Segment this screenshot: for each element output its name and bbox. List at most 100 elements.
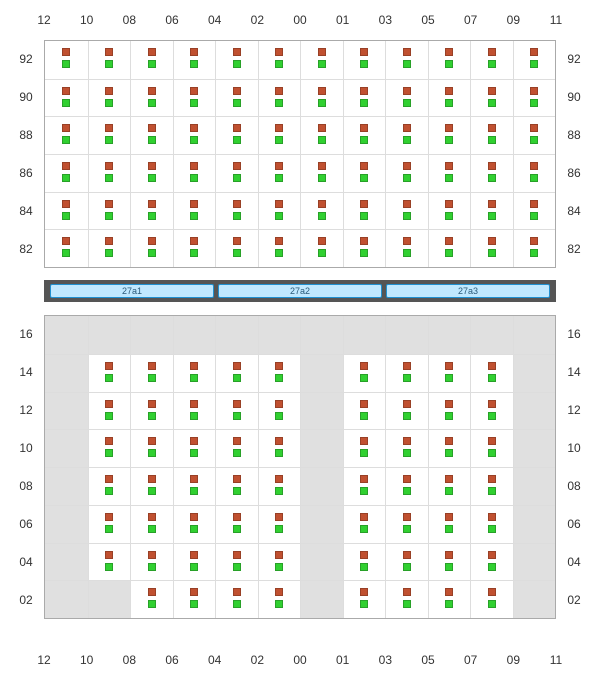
slot-cell[interactable] xyxy=(300,154,343,192)
slot-cell[interactable] xyxy=(428,192,471,230)
slot-cell[interactable] xyxy=(173,543,216,581)
switch-item[interactable]: 27a2 xyxy=(218,284,382,298)
slot-cell[interactable] xyxy=(130,192,173,230)
slot-cell[interactable] xyxy=(173,229,216,267)
slot-cell[interactable] xyxy=(215,429,258,467)
slot-cell[interactable] xyxy=(258,429,301,467)
slot-cell[interactable] xyxy=(45,116,88,154)
slot-cell[interactable] xyxy=(45,229,88,267)
slot-cell[interactable] xyxy=(385,392,428,430)
slot-cell[interactable] xyxy=(173,41,216,79)
slot-cell[interactable] xyxy=(470,429,513,467)
slot-cell[interactable] xyxy=(513,154,556,192)
slot-cell[interactable] xyxy=(88,154,131,192)
slot-cell[interactable] xyxy=(173,467,216,505)
slot-cell[interactable] xyxy=(470,580,513,618)
slot-cell[interactable] xyxy=(513,192,556,230)
slot-cell[interactable] xyxy=(470,354,513,392)
slot-cell[interactable] xyxy=(343,41,386,79)
slot-cell[interactable] xyxy=(215,543,258,581)
slot-cell[interactable] xyxy=(470,392,513,430)
slot-cell[interactable] xyxy=(428,505,471,543)
slot-cell[interactable] xyxy=(470,467,513,505)
slot-cell[interactable] xyxy=(45,41,88,79)
slot-cell[interactable] xyxy=(88,392,131,430)
slot-cell[interactable] xyxy=(343,467,386,505)
slot-cell[interactable] xyxy=(173,79,216,117)
slot-cell[interactable] xyxy=(470,41,513,79)
slot-cell[interactable] xyxy=(385,467,428,505)
slot-cell[interactable] xyxy=(343,505,386,543)
slot-cell[interactable] xyxy=(343,192,386,230)
slot-cell[interactable] xyxy=(215,79,258,117)
slot-cell[interactable] xyxy=(258,505,301,543)
slot-cell[interactable] xyxy=(130,429,173,467)
slot-cell[interactable] xyxy=(513,79,556,117)
slot-cell[interactable] xyxy=(343,429,386,467)
slot-cell[interactable] xyxy=(215,505,258,543)
slot-cell[interactable] xyxy=(385,505,428,543)
slot-cell[interactable] xyxy=(428,580,471,618)
slot-cell[interactable] xyxy=(385,580,428,618)
slot-cell[interactable] xyxy=(215,392,258,430)
slot-cell[interactable] xyxy=(343,229,386,267)
slot-cell[interactable] xyxy=(215,154,258,192)
slot-cell[interactable] xyxy=(130,543,173,581)
slot-cell[interactable] xyxy=(385,41,428,79)
slot-cell[interactable] xyxy=(428,154,471,192)
slot-cell[interactable] xyxy=(343,154,386,192)
slot-cell[interactable] xyxy=(215,192,258,230)
slot-cell[interactable] xyxy=(130,580,173,618)
slot-cell[interactable] xyxy=(300,116,343,154)
slot-cell[interactable] xyxy=(173,580,216,618)
slot-cell[interactable] xyxy=(88,354,131,392)
slot-cell[interactable] xyxy=(258,354,301,392)
slot-cell[interactable] xyxy=(428,543,471,581)
slot-cell[interactable] xyxy=(173,354,216,392)
slot-cell[interactable] xyxy=(343,354,386,392)
slot-cell[interactable] xyxy=(385,354,428,392)
slot-cell[interactable] xyxy=(130,354,173,392)
slot-cell[interactable] xyxy=(88,192,131,230)
slot-cell[interactable] xyxy=(88,505,131,543)
slot-cell[interactable] xyxy=(215,354,258,392)
slot-cell[interactable] xyxy=(130,392,173,430)
slot-cell[interactable] xyxy=(215,41,258,79)
slot-cell[interactable] xyxy=(130,116,173,154)
slot-cell[interactable] xyxy=(130,467,173,505)
slot-cell[interactable] xyxy=(385,543,428,581)
slot-cell[interactable] xyxy=(130,505,173,543)
slot-cell[interactable] xyxy=(258,116,301,154)
slot-cell[interactable] xyxy=(173,192,216,230)
slot-cell[interactable] xyxy=(470,505,513,543)
slot-cell[interactable] xyxy=(258,192,301,230)
slot-cell[interactable] xyxy=(428,467,471,505)
slot-cell[interactable] xyxy=(215,229,258,267)
slot-cell[interactable] xyxy=(385,429,428,467)
slot-cell[interactable] xyxy=(385,116,428,154)
slot-cell[interactable] xyxy=(428,354,471,392)
slot-cell[interactable] xyxy=(513,229,556,267)
slot-cell[interactable] xyxy=(173,505,216,543)
slot-cell[interactable] xyxy=(428,429,471,467)
slot-cell[interactable] xyxy=(258,229,301,267)
slot-cell[interactable] xyxy=(470,192,513,230)
slot-cell[interactable] xyxy=(428,392,471,430)
slot-cell[interactable] xyxy=(258,543,301,581)
slot-cell[interactable] xyxy=(385,192,428,230)
slot-cell[interactable] xyxy=(88,429,131,467)
slot-cell[interactable] xyxy=(88,116,131,154)
slot-cell[interactable] xyxy=(258,79,301,117)
slot-cell[interactable] xyxy=(300,41,343,79)
slot-cell[interactable] xyxy=(428,229,471,267)
switch-item[interactable]: 27a3 xyxy=(386,284,550,298)
slot-cell[interactable] xyxy=(343,580,386,618)
slot-cell[interactable] xyxy=(88,79,131,117)
slot-cell[interactable] xyxy=(470,154,513,192)
slot-cell[interactable] xyxy=(343,79,386,117)
slot-cell[interactable] xyxy=(258,580,301,618)
slot-cell[interactable] xyxy=(385,229,428,267)
slot-cell[interactable] xyxy=(300,192,343,230)
slot-cell[interactable] xyxy=(343,543,386,581)
slot-cell[interactable] xyxy=(173,392,216,430)
